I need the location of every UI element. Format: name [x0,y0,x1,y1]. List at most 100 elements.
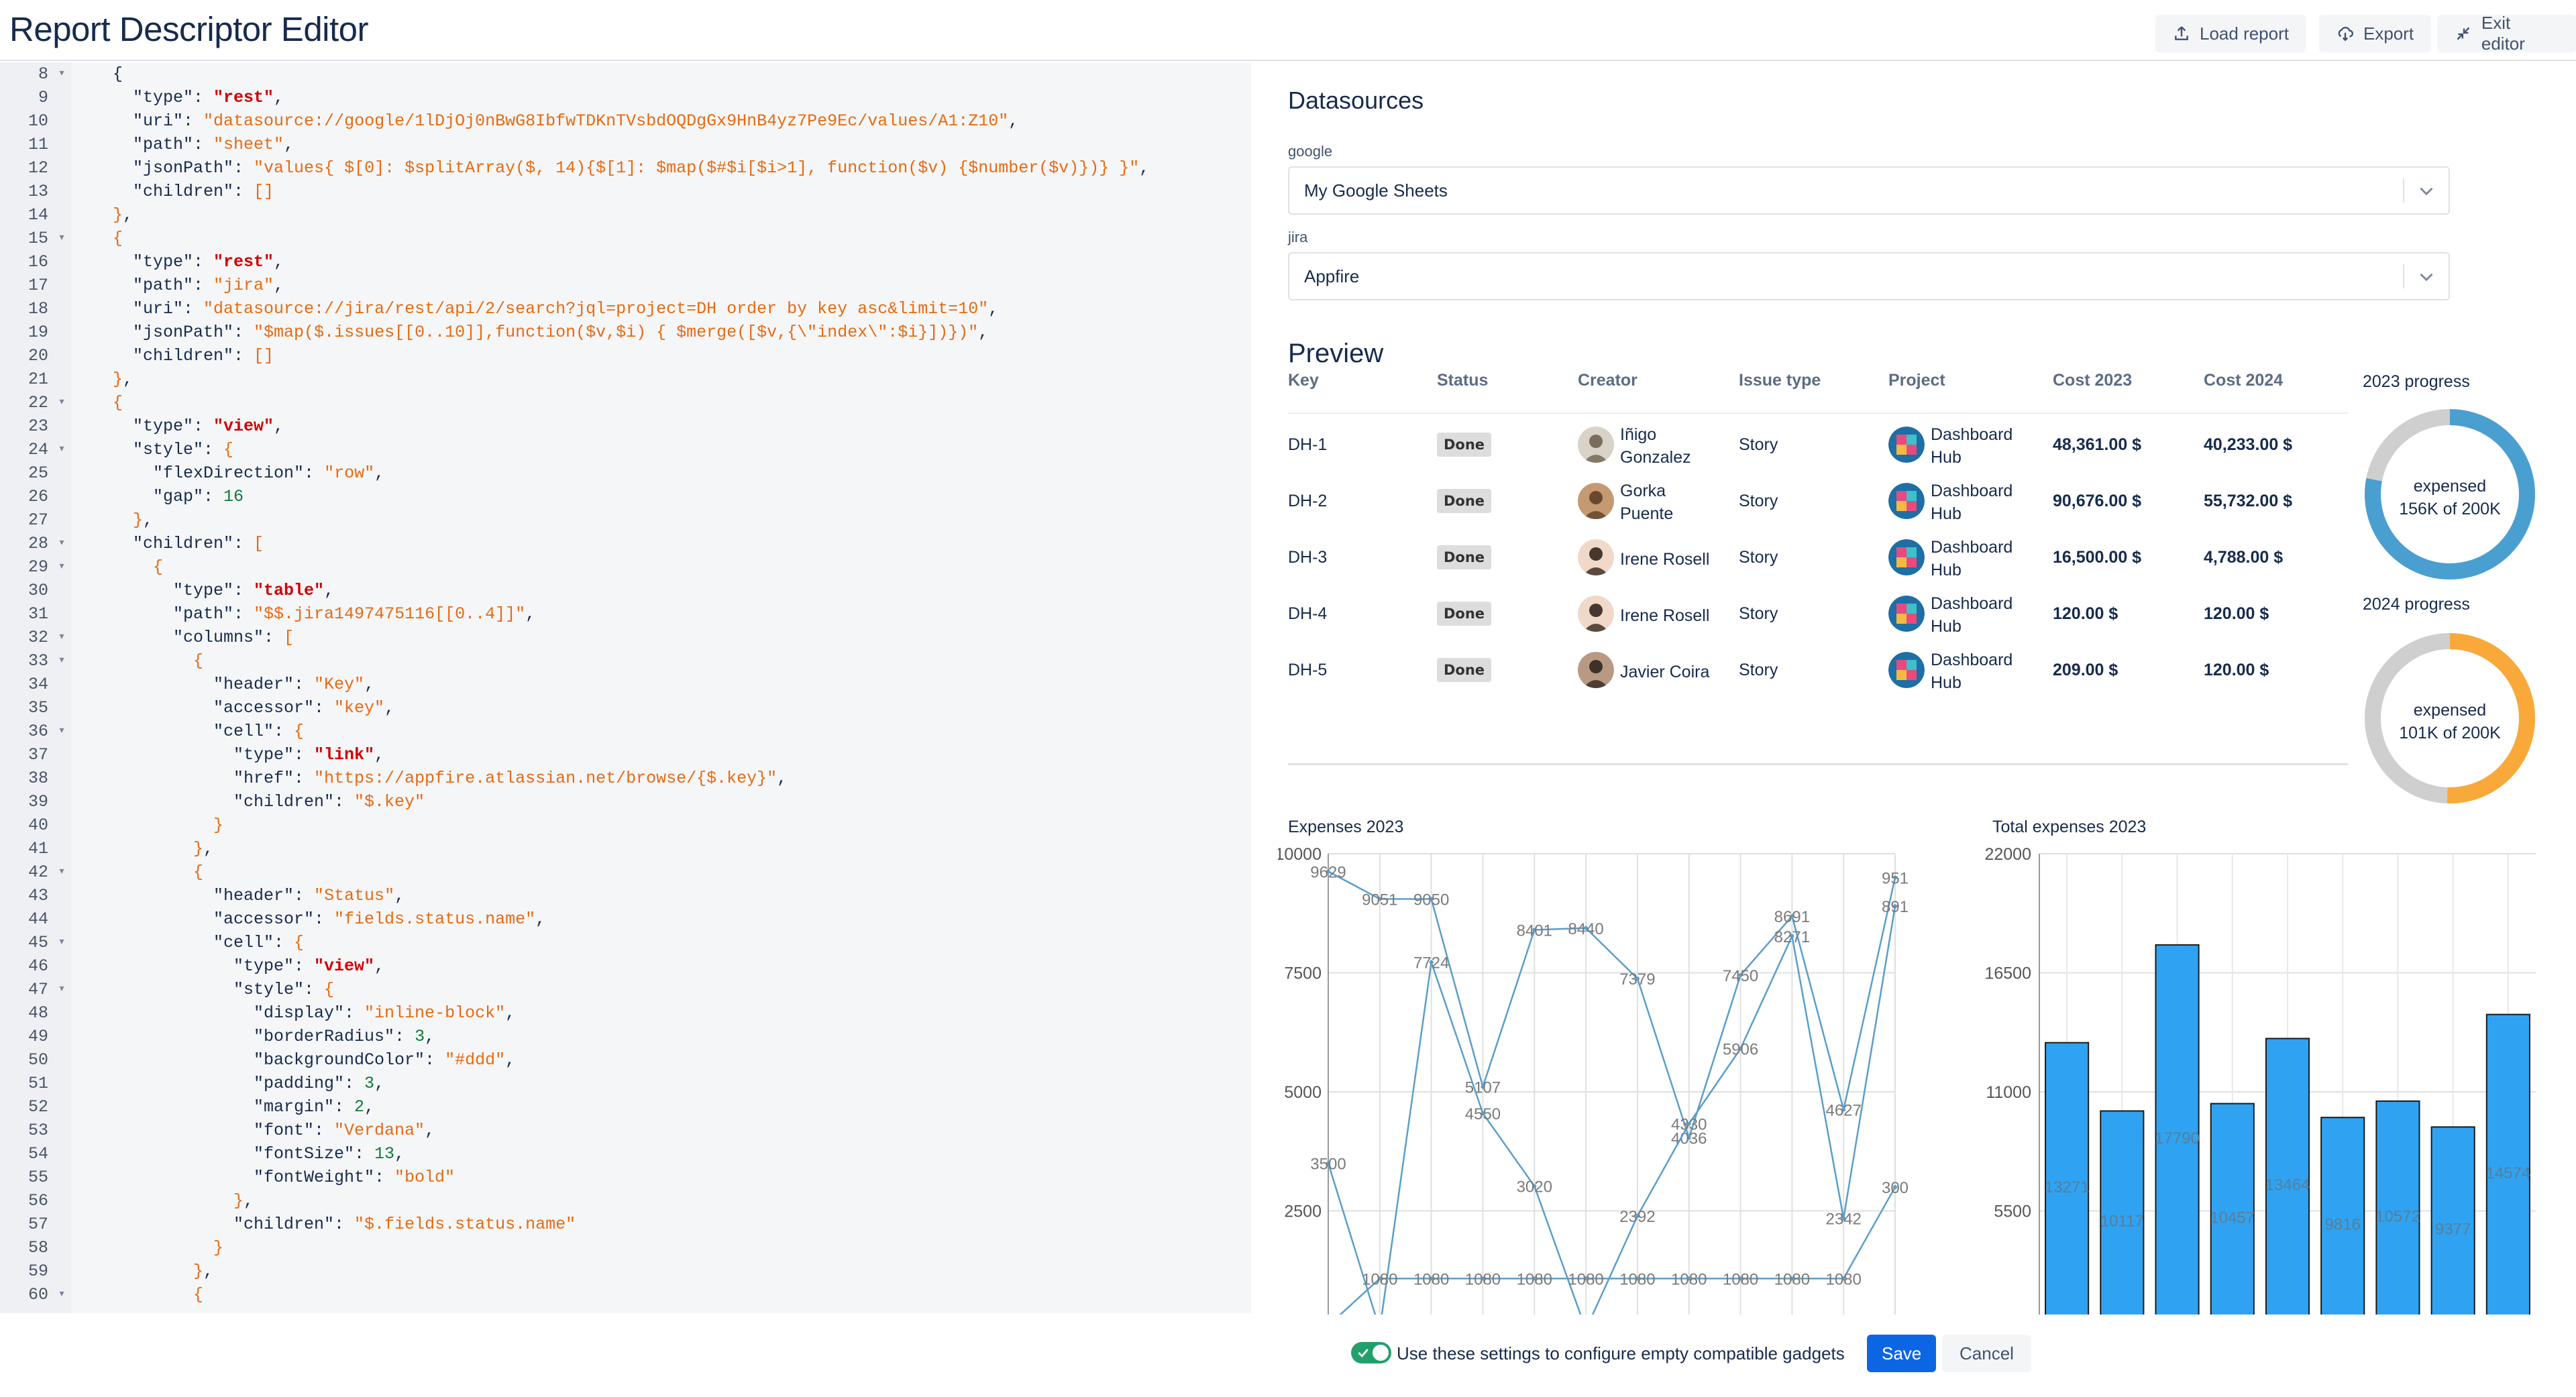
code-line[interactable]: 29 ▾ { [0,555,1251,579]
app-title: Report Descriptor Editor [9,10,369,48]
fold-toggle-icon[interactable]: ▾ [58,67,66,80]
fold-toggle-icon[interactable]: ▾ [58,1288,66,1301]
line-number: 17 [28,276,48,295]
jira-datasource-select[interactable]: Appfire [1288,252,2450,300]
code-text: "header": "Status", [213,886,405,905]
code-line[interactable]: 60 ▾ { [0,1283,1251,1306]
code-line[interactable]: 51 "padding": 3, [0,1072,1251,1095]
code-line[interactable]: 32 ▾ "columns": [ [0,626,1251,649]
line-number: 30 [28,581,48,600]
line-point [1841,1107,1846,1112]
code-line[interactable]: 53 "font": "Verdana", [0,1119,1251,1142]
code-line[interactable]: 30 "type": "table", [0,579,1251,602]
issue-key-link[interactable]: DH-1 [1288,435,1328,454]
code-line[interactable]: 35 "accessor": "key", [0,696,1251,720]
code-line[interactable]: 43 "header": "Status", [0,884,1251,907]
fold-toggle-icon[interactable]: ▾ [58,560,66,573]
fold-toggle-icon[interactable]: ▾ [58,983,66,996]
code-line[interactable]: 10 "uri": "datasource://google/1lDjOj0nBw… [0,109,1251,133]
code-line[interactable]: 19 "jsonPath": "$map($.issues[[0..10]],fu… [0,321,1251,344]
y-tick-label: 2500 [1284,1203,1322,1221]
code-line[interactable]: 46 "type": "view", [0,954,1251,978]
point-data-label: 9629 [1310,863,1346,881]
export-button[interactable]: Export [2319,15,2432,52]
code-line[interactable]: 33 ▾ { [0,649,1251,673]
fold-toggle-icon[interactable]: ▾ [58,443,66,456]
code-line[interactable]: 11 "path": "sheet", [0,133,1251,156]
fold-toggle-icon[interactable]: ▾ [58,865,66,879]
code-line[interactable]: 56}, [0,1189,1251,1213]
code-line[interactable]: 12 "jsonPath": "values{ $[0]: $splitArray… [0,156,1251,180]
total-expenses-chart-title: Total expenses 2023 [1992,818,2147,836]
code-line[interactable]: 23 "type": "view", [0,414,1251,438]
code-line[interactable]: 15 ▾ { [0,227,1251,250]
code-line[interactable]: 41}, [0,837,1251,860]
google-datasource-select[interactable]: My Google Sheets [1288,166,2450,215]
line-point [1893,875,1897,880]
code-line[interactable]: 40} [0,814,1251,837]
code-line[interactable]: 37 "type": "link", [0,743,1251,767]
table-header-divider [1288,412,2348,414]
fold-toggle-icon[interactable]: ▾ [58,630,66,644]
code-line[interactable]: 45 ▾ "cell": { [0,931,1251,954]
exit-editor-button[interactable]: Exit editor [2437,13,2576,54]
fold-toggle-icon[interactable]: ▾ [58,396,66,409]
code-lines[interactable]: 8 ▾ {9 "type": "rest", 10 "uri": "datasource:… [0,62,1251,1306]
issue-key-link[interactable]: DH-2 [1288,492,1328,510]
cancel-button[interactable]: Cancel [1942,1335,2031,1372]
code-line[interactable]: 52 "margin": 2, [0,1095,1251,1119]
fold-toggle-icon[interactable]: ▾ [58,936,66,949]
fold-toggle-icon[interactable]: ▾ [58,724,66,738]
code-line[interactable]: 55 "fontWeight": "bold" [0,1166,1251,1189]
code-line[interactable]: 25 "flexDirection": "row", [0,461,1251,485]
code-line[interactable]: 50 "backgroundColor": "#ddd", [0,1048,1251,1072]
code-line[interactable]: 48 "display": "inline-block", [0,1001,1251,1025]
line-number: 43 [28,886,48,905]
fold-toggle-icon[interactable]: ▾ [58,537,66,550]
total-expenses-bar-chart: 0550011000165002200013271Jan10117Feb1779… [1984,845,2536,1355]
code-line[interactable]: 24 ▾ "style": { [0,438,1251,461]
code-line[interactable]: 42 ▾ { [0,860,1251,884]
code-line[interactable]: 22 ▾ { [0,391,1251,414]
code-line[interactable]: 31 "path": "$$.jira1497475116[[0..4]]", [0,602,1251,626]
code-line[interactable]: 8 ▾ { [0,62,1251,86]
code-line[interactable]: 21}, [0,368,1251,391]
code-line[interactable]: 27}, [0,508,1251,532]
code-line[interactable]: 57 "children": "$.fields.status.name" [0,1213,1251,1236]
code-line[interactable]: 26 "gap": 16 [0,485,1251,508]
code-text: { [153,557,164,577]
save-button[interactable]: Save [1867,1335,1937,1372]
line-number: 34 [28,675,48,694]
code-line[interactable]: 34 "header": "Key", [0,673,1251,696]
issue-key-link[interactable]: DH-4 [1288,604,1328,623]
issue-key-link[interactable]: DH-3 [1288,548,1328,567]
code-line[interactable]: 49 "borderRadius": 3, [0,1025,1251,1048]
code-line[interactable]: 9 "type": "rest", [0,86,1251,109]
configure-gadgets-toggle[interactable] [1351,1342,1391,1363]
code-line[interactable]: 14}, [0,203,1251,227]
code-line[interactable]: 20 "children": [] [0,344,1251,368]
code-line[interactable]: 54 "fontSize": 13, [0,1142,1251,1166]
code-line[interactable]: 16 "type": "rest", [0,250,1251,274]
code-line[interactable]: 36 ▾ "cell": { [0,720,1251,743]
fold-toggle-icon[interactable]: ▾ [58,231,66,245]
code-line[interactable]: 58} [0,1236,1251,1260]
code-line[interactable]: 47 ▾ "style": { [0,978,1251,1001]
select-separator [2403,264,2404,288]
code-line[interactable]: 59}, [0,1260,1251,1283]
code-line[interactable]: 18 "uri": "datasource://jira/rest/api/2/s… [0,297,1251,321]
line-number: 59 [28,1262,48,1281]
code-editor[interactable]: 8 ▾ {9 "type": "rest", 10 "uri": "datasource:… [0,62,1251,1313]
code-line[interactable]: 39 "children": "$.key" [0,790,1251,814]
code-line[interactable]: 44 "accessor": "fields.status.name", [0,907,1251,931]
code-line[interactable]: 38 "href": "https://appfire.atlassian.net… [0,767,1251,790]
project-name: Dashboard [1931,538,2013,557]
point-data-label: 1080 [1774,1270,1810,1288]
line-number: 54 [28,1144,48,1164]
issue-key-link[interactable]: DH-5 [1288,661,1328,679]
code-line[interactable]: 13 "children": [] [0,180,1251,203]
fold-toggle-icon[interactable]: ▾ [58,654,66,667]
code-line[interactable]: 17 "path": "jira", [0,274,1251,297]
load-report-button[interactable]: Load report [2155,15,2306,52]
code-line[interactable]: 28 ▾ "children": [ [0,532,1251,555]
